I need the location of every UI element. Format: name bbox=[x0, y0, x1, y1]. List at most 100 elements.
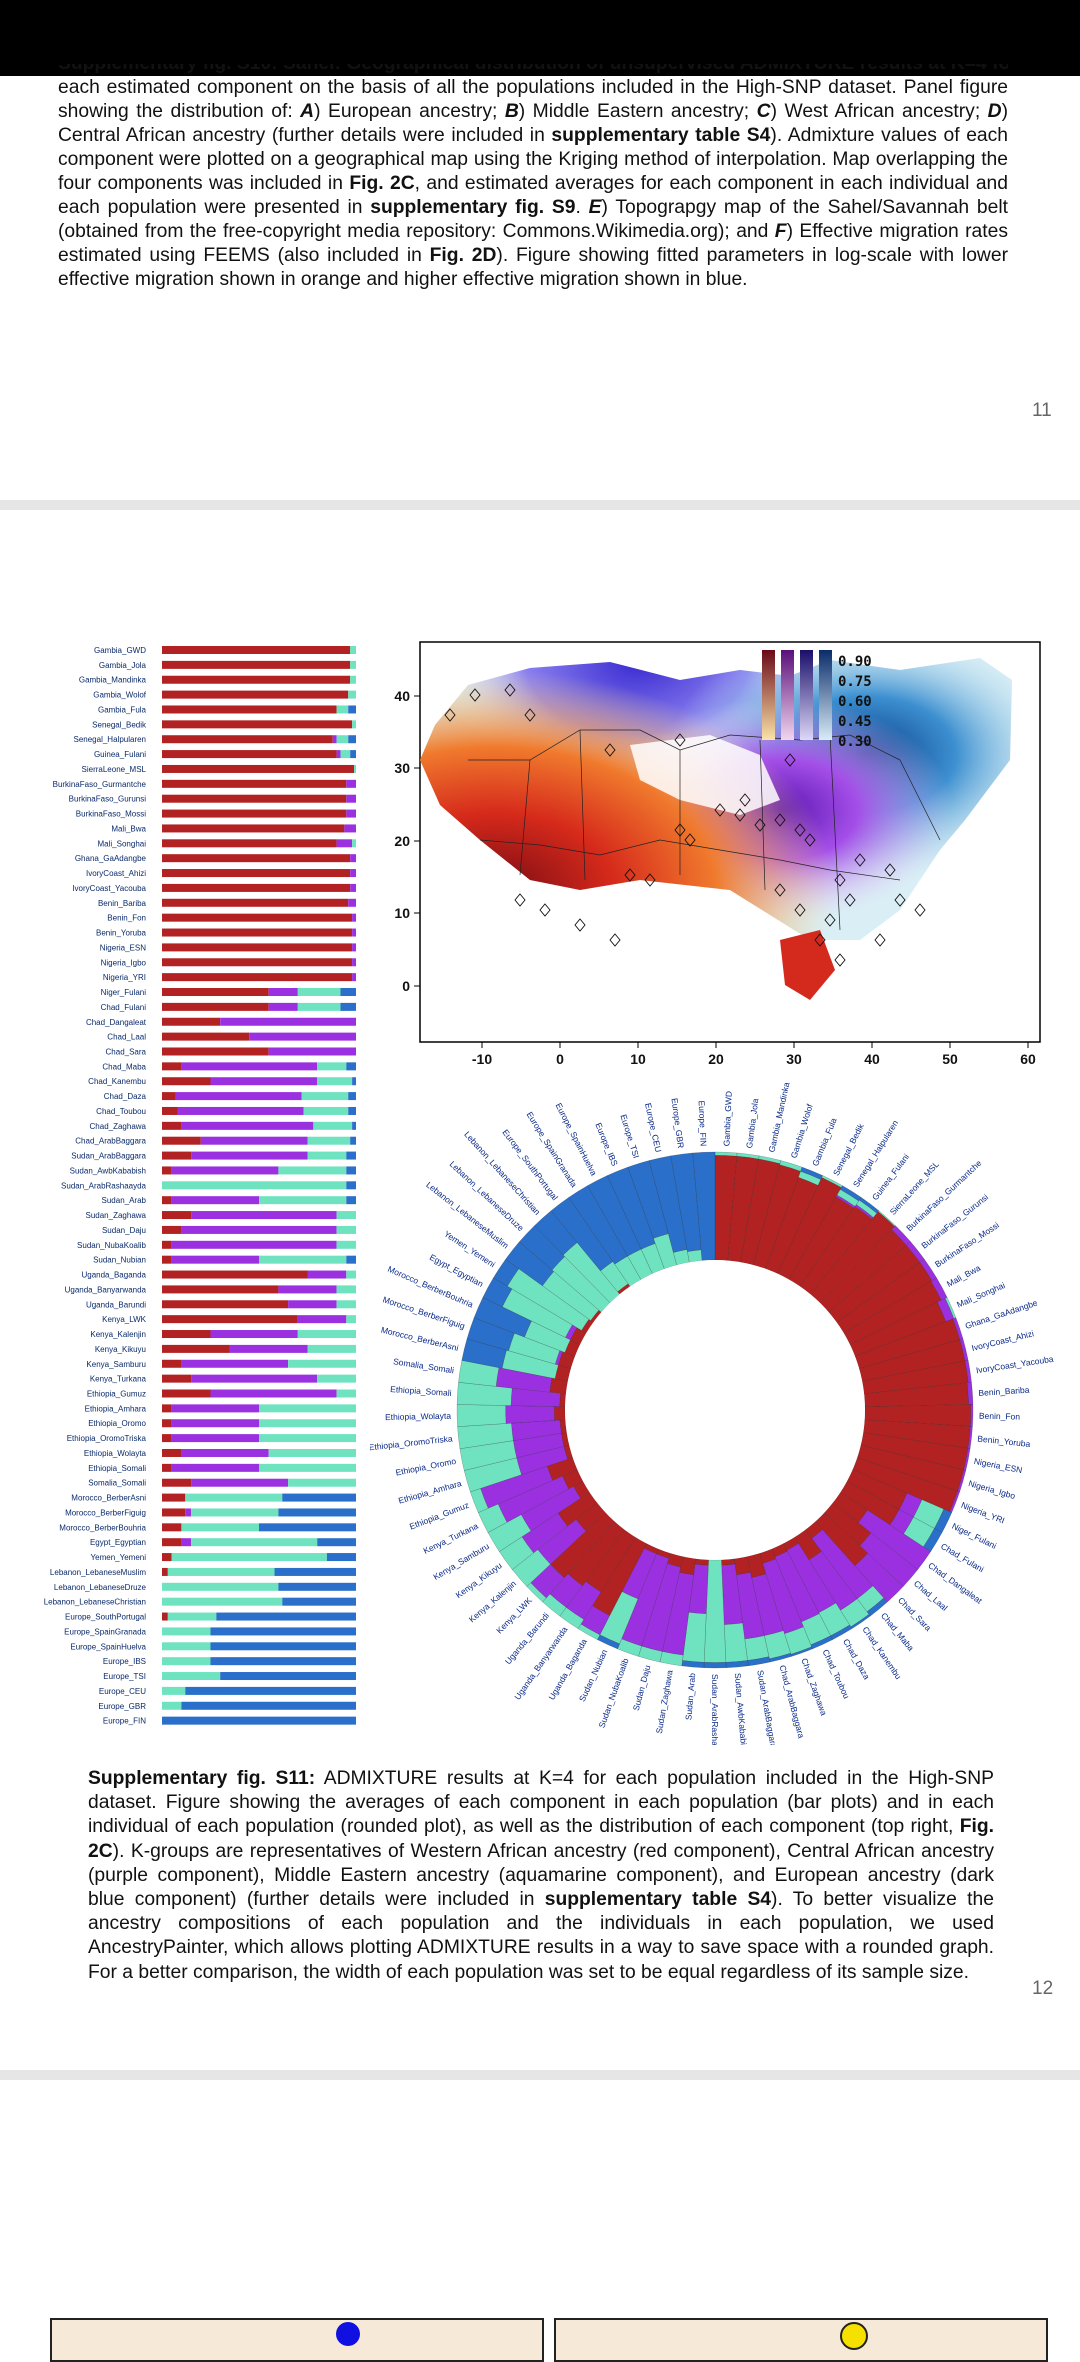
admixture-bar-segment bbox=[162, 1255, 172, 1264]
admixture-bar-segment bbox=[336, 839, 353, 848]
population-label: Somalia_Somali bbox=[88, 1479, 146, 1488]
admixture-bar-segment bbox=[181, 1538, 192, 1547]
rounded-population-label: Gambia_GWD bbox=[721, 1091, 733, 1147]
admixture-bar-segment bbox=[162, 1062, 182, 1071]
admixture-bar-segment bbox=[344, 824, 356, 833]
admixture-bar-segment bbox=[162, 1448, 182, 1457]
population-label: Morocco_BerberAsni bbox=[71, 1494, 146, 1503]
admixture-bar-segment bbox=[162, 869, 351, 878]
sample-marker bbox=[644, 873, 656, 887]
admixture-bar-segment bbox=[162, 1463, 172, 1472]
rounded-population-label: Ethiopia_OromoTriska bbox=[370, 1433, 453, 1452]
admixture-bar-segment bbox=[162, 1077, 211, 1086]
sample-marker bbox=[914, 903, 926, 917]
admixture-bar-segment bbox=[162, 943, 353, 952]
admixture-bar-segment bbox=[307, 1136, 351, 1145]
admixture-bar-segment bbox=[162, 839, 337, 848]
svg-text:20: 20 bbox=[394, 833, 410, 849]
admixture-bar-segment bbox=[162, 973, 353, 982]
admixture-bar-segment bbox=[181, 1225, 337, 1234]
admixture-bar-segment bbox=[336, 1300, 356, 1309]
rounded-segment bbox=[687, 1249, 703, 1263]
population-label: Sudan_Nubian bbox=[93, 1256, 146, 1265]
sample-marker bbox=[794, 823, 806, 837]
rounded-population-label: Mali_Songhai bbox=[955, 1280, 1006, 1310]
population-label: Sudan_Daju bbox=[102, 1226, 146, 1235]
caption-s10: Supplementary fig. S10: Sahel: Geographi… bbox=[58, 64, 1008, 292]
admixture-bar-segment bbox=[350, 1136, 356, 1145]
admixture-bar-segment bbox=[171, 1463, 259, 1472]
admixture-bar-segment bbox=[346, 794, 356, 803]
admixture-bar-segment bbox=[317, 1077, 353, 1086]
rounded-population-label: IvoryCoast_Ahizi bbox=[970, 1328, 1034, 1353]
rounded-population-label: Europe_GBR bbox=[670, 1097, 686, 1148]
population-label: Europe_SpainHuelva bbox=[70, 1642, 146, 1651]
admixture-bar-segment bbox=[249, 1032, 356, 1041]
admixture-bar-segment bbox=[336, 1389, 356, 1398]
admixture-bar-segment bbox=[336, 735, 349, 744]
population-label: BurkinaFaso_Gurunsi bbox=[69, 795, 147, 804]
sample-marker bbox=[524, 708, 536, 722]
admixture-bar-segment bbox=[348, 705, 356, 714]
admixture-bar-segment bbox=[162, 824, 345, 833]
map-legend: 0.90 0.75 0.60 0.45 0.30 bbox=[762, 650, 872, 750]
admixture-bar-segment bbox=[259, 1404, 356, 1413]
admixture-bar-segment bbox=[162, 883, 351, 892]
admixture-bar-segment bbox=[162, 764, 355, 773]
admixture-bar-segment bbox=[162, 1211, 192, 1220]
svg-text:20: 20 bbox=[708, 1051, 724, 1067]
admixture-rounded-plot: Gambia_GWD Gambia_Jola Gambia_MandinkaGamb… bbox=[370, 1081, 1054, 1745]
population-label: Chad_Maba bbox=[102, 1062, 146, 1071]
population-label: Europe_FIN bbox=[103, 1717, 146, 1726]
admixture-bar-segment bbox=[352, 720, 356, 729]
admixture-bar-segment bbox=[346, 1151, 356, 1160]
admixture-bar-segment bbox=[162, 1092, 176, 1101]
sample-marker bbox=[604, 743, 616, 757]
population-label: IvoryCoast_Ahizi bbox=[86, 869, 146, 878]
population-label: Europe_CEU bbox=[99, 1687, 146, 1696]
admixture-bar-segment bbox=[191, 1538, 318, 1547]
admixture-bar-segment bbox=[346, 809, 356, 818]
admixture-bar-segment bbox=[350, 854, 356, 863]
rounded-segment bbox=[456, 1404, 507, 1427]
population-label: Uganda_Barundi bbox=[86, 1300, 146, 1309]
admixture-bar-segment bbox=[200, 1136, 308, 1145]
population-label: Gambia_Wolof bbox=[93, 691, 147, 700]
admixture-bar-segment bbox=[348, 690, 356, 699]
population-label: Ethiopia_Somali bbox=[88, 1464, 146, 1473]
sample-marker bbox=[624, 868, 636, 882]
admixture-bar-segment bbox=[185, 1508, 192, 1517]
admixture-bar-segment bbox=[259, 1419, 356, 1428]
admixture-bar-segment bbox=[162, 1701, 182, 1710]
map-white-region bbox=[630, 735, 780, 815]
admixture-bar-segment bbox=[167, 1567, 275, 1576]
rounded-population-label: Lebanon_LebaneseDruze bbox=[448, 1159, 526, 1233]
population-label: SierraLeone_MSL bbox=[82, 765, 147, 774]
admixture-bar-segment bbox=[288, 1300, 337, 1309]
admixture-bar-segment bbox=[181, 1448, 269, 1457]
admixture-bar-segment bbox=[162, 1017, 221, 1026]
admixture-bar-segment bbox=[340, 988, 356, 997]
admixture-bar-segment bbox=[317, 1538, 356, 1547]
admixture-bar-segment bbox=[303, 1106, 349, 1115]
admixture-bar-segment bbox=[162, 1151, 192, 1160]
admixture-bar-segment bbox=[350, 660, 356, 669]
admixture-bar-segment bbox=[210, 1657, 356, 1666]
population-label: Mali_Songhai bbox=[98, 839, 147, 848]
admixture-bar-segment bbox=[352, 1077, 356, 1086]
page-number: 11 bbox=[1032, 400, 1052, 421]
population-label: Niger_Fulani bbox=[101, 988, 147, 997]
population-label: Lebanon_LebaneseDruze bbox=[54, 1583, 147, 1592]
admixture-bar-segment bbox=[162, 1285, 279, 1294]
svg-text:0.45: 0.45 bbox=[838, 714, 872, 730]
population-label: Chad_Dangaleat bbox=[86, 1018, 147, 1027]
rounded-population-label: Chad_Toubou bbox=[821, 1648, 852, 1701]
rounded-population-label: BurkinaFaso_Gurmantche bbox=[904, 1158, 983, 1233]
admixture-bar-segment bbox=[210, 1389, 337, 1398]
admixture-bar-segment bbox=[162, 1196, 172, 1205]
admixture-bar-segment bbox=[185, 1493, 283, 1502]
admixture-map: 0.90 0.75 0.60 0.45 0.30 40 30 20 10 0 -… bbox=[394, 641, 1041, 1067]
sample-marker bbox=[774, 813, 786, 827]
rounded-population-label: Ethiopia_Amhara bbox=[397, 1478, 463, 1506]
admixture-bar-segment bbox=[171, 1240, 337, 1249]
